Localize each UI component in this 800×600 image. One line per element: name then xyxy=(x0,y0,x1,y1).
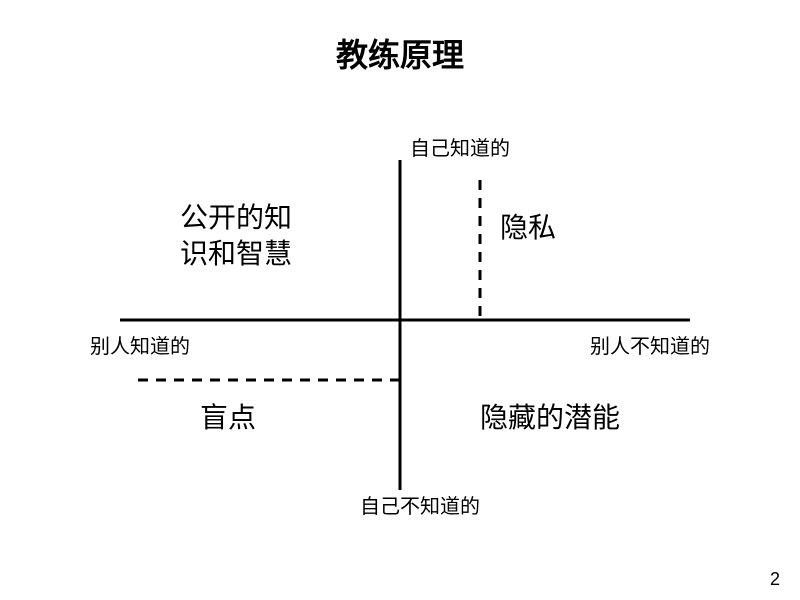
axis-label-bottom: 自己不知道的 xyxy=(360,490,480,519)
slide-title: 教练原理 xyxy=(0,30,800,76)
diagram-svg xyxy=(100,130,700,510)
quadrant-diagram: 自己知道的 自己不知道的 别人知道的 别人不知道的 公开的知 识和智慧 隐私 盲… xyxy=(100,130,700,510)
axis-label-left: 别人知道的 xyxy=(90,330,190,359)
page-number: 2 xyxy=(770,569,780,590)
axis-label-right: 别人不知道的 xyxy=(590,330,710,359)
quadrant-bottom-right: 隐藏的潜能 xyxy=(480,400,620,436)
quadrant-bottom-left: 盲点 xyxy=(200,400,256,436)
quadrant-top-left: 公开的知 识和智慧 xyxy=(180,200,292,273)
axis-label-top: 自己知道的 xyxy=(410,132,510,161)
quadrant-top-right: 隐私 xyxy=(500,210,556,246)
